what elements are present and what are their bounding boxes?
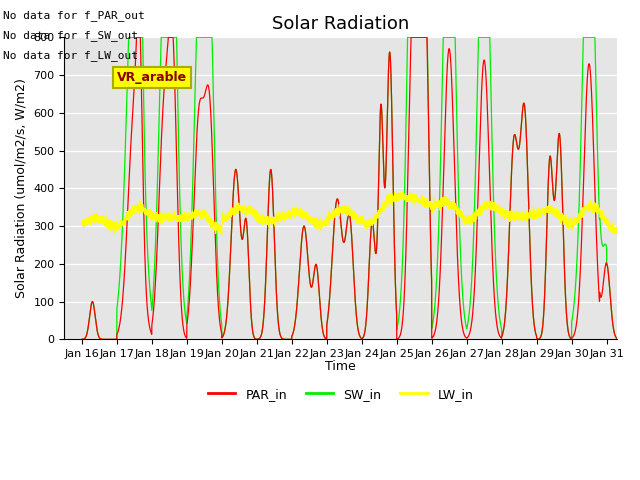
Y-axis label: Solar Radiation (umol/m2/s, W/m2): Solar Radiation (umol/m2/s, W/m2) — [15, 78, 28, 298]
Text: No data for f_LW_out: No data for f_LW_out — [3, 50, 138, 61]
X-axis label: Time: Time — [325, 360, 356, 373]
Text: No data for f_PAR_out: No data for f_PAR_out — [3, 10, 145, 21]
Text: No data for f_SW_out: No data for f_SW_out — [3, 30, 138, 41]
Text: VR_arable: VR_arable — [117, 71, 187, 84]
Title: Solar Radiation: Solar Radiation — [272, 15, 410, 33]
Legend: PAR_in, SW_in, LW_in: PAR_in, SW_in, LW_in — [203, 383, 479, 406]
